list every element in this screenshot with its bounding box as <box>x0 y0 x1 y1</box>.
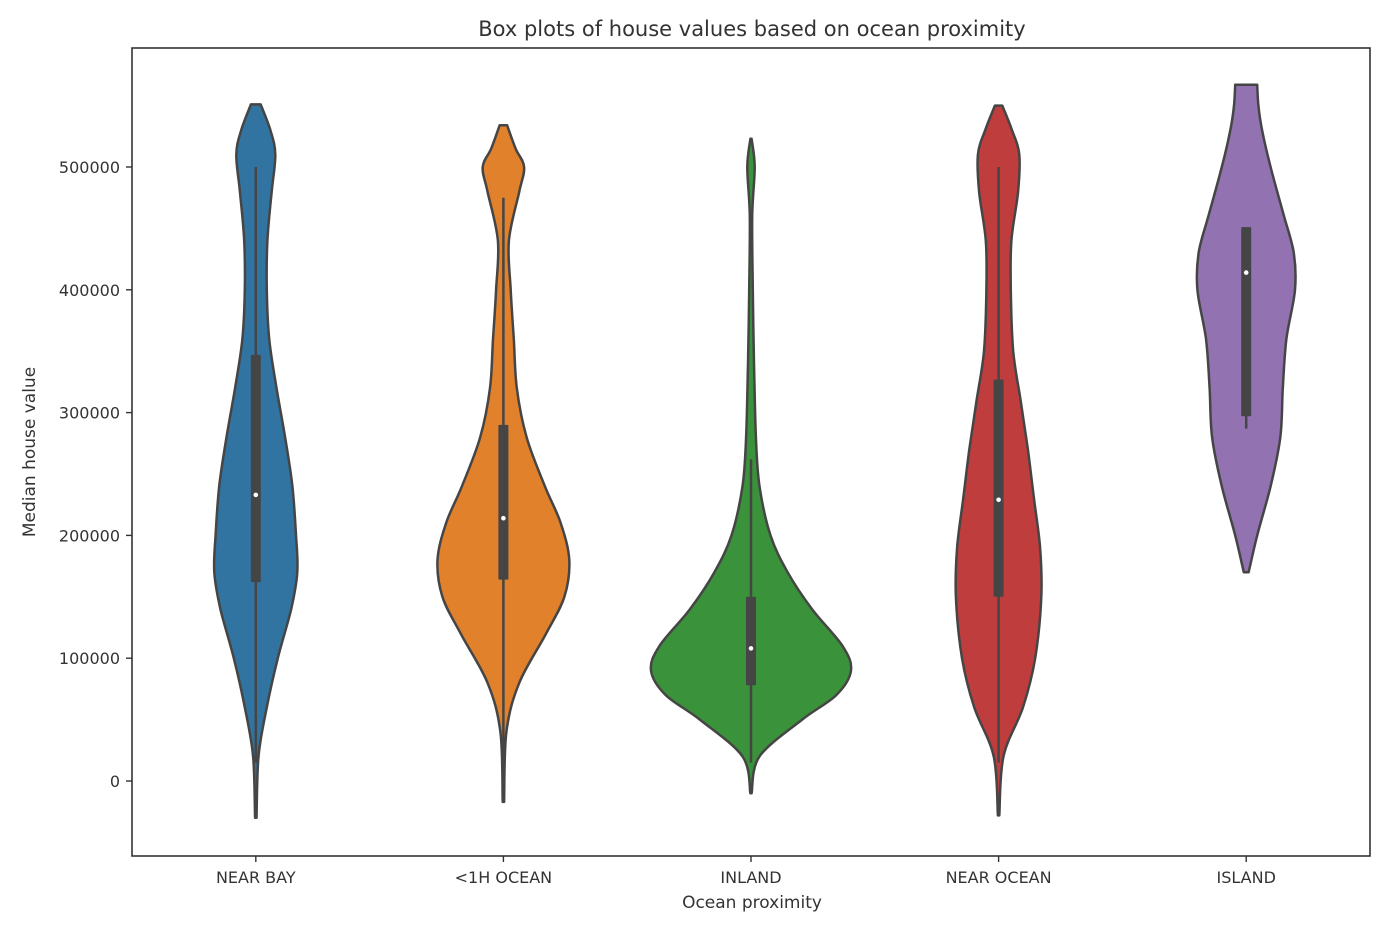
x-tick-label: NEAR BAY <box>216 868 296 887</box>
median-marker <box>501 515 506 521</box>
violin-1h-ocean <box>436 123 571 804</box>
x-axis-label: Ocean proximity <box>682 893 822 913</box>
violin-island <box>1195 83 1297 574</box>
x-tick-label: NEAR OCEAN <box>946 868 1052 887</box>
x-tick-label: INLAND <box>720 868 781 887</box>
median-marker <box>253 492 259 498</box>
y-tick-label: 100000 <box>59 649 120 668</box>
y-tick-label: 200000 <box>59 526 120 545</box>
iqr-box <box>498 424 509 580</box>
y-tick-label: 300000 <box>59 404 120 423</box>
x-axis: NEAR BAY <1H OCEAN INLAND NEAR OCEAN ISLAND <box>216 856 1276 887</box>
violin-near-bay <box>212 103 299 820</box>
x-tick-label: ISLAND <box>1217 868 1276 887</box>
median-marker <box>748 646 754 651</box>
iqr-box <box>1241 227 1252 417</box>
y-axis-label: Median house value <box>20 367 40 537</box>
iqr-box <box>746 596 756 686</box>
violin-near-ocean <box>954 104 1043 817</box>
iqr-box <box>250 354 261 583</box>
violin-inland <box>649 137 853 795</box>
median-marker <box>996 497 1001 503</box>
iqr-box <box>993 379 1004 597</box>
chart-title: Box plots of house values based on ocean… <box>478 17 1025 41</box>
median-marker <box>1243 270 1249 275</box>
violins-layer <box>212 83 1297 820</box>
y-tick-label: 500000 <box>59 158 120 177</box>
y-axis: 0 100000 200000 300000 400000 500000 <box>59 158 132 791</box>
y-tick-label: 0 <box>110 772 120 791</box>
x-tick-label: <1H OCEAN <box>455 868 553 887</box>
y-tick-label: 400000 <box>59 281 120 300</box>
